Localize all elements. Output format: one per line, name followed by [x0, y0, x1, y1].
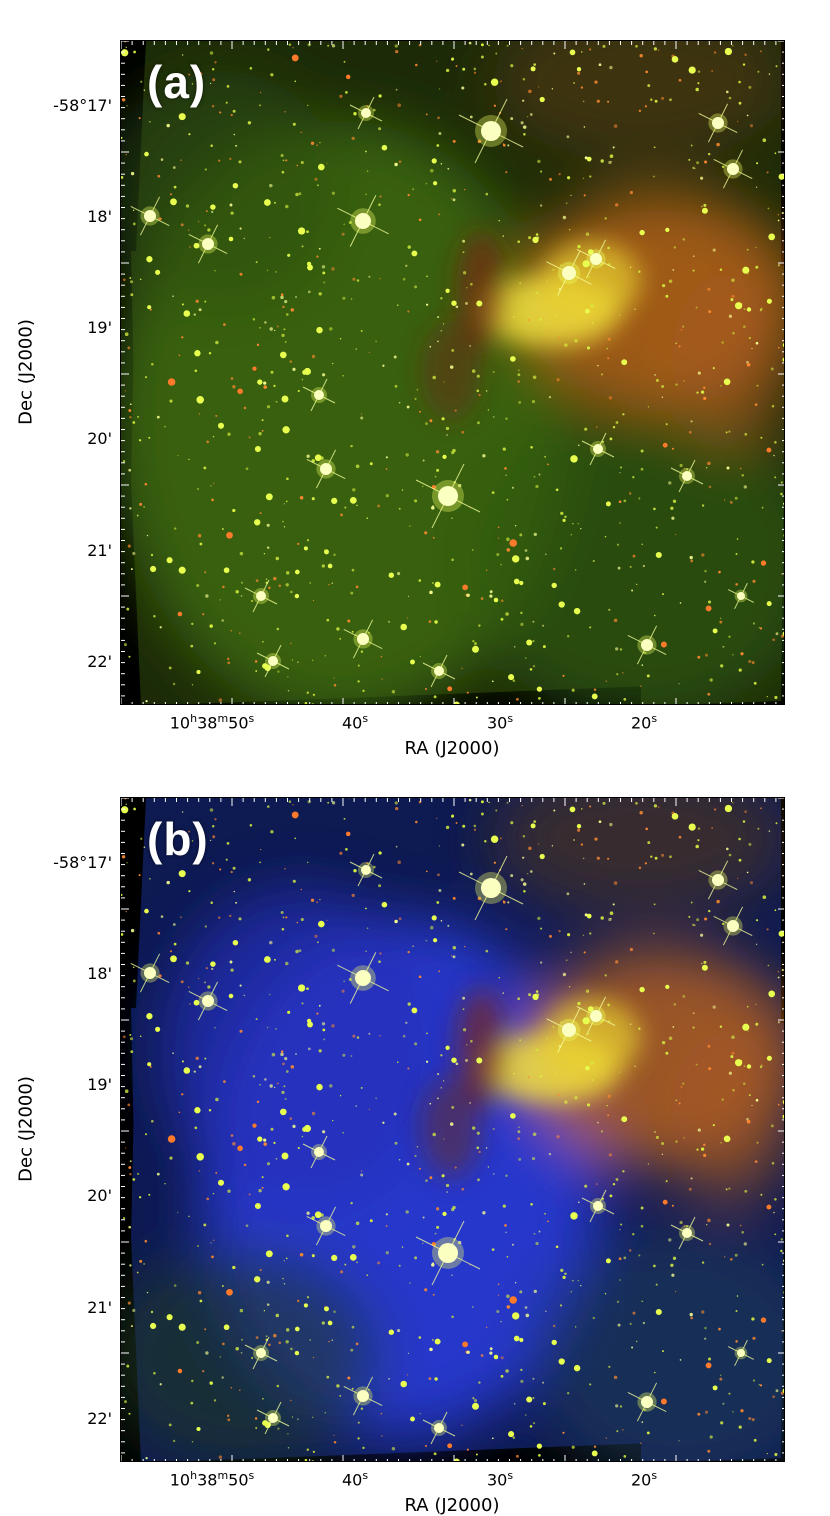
x-axis-label-b: RA (J2000) — [405, 1495, 500, 1516]
dec-tick-19: 19' — [87, 318, 112, 337]
dec-tick-21: 21' — [87, 541, 112, 560]
ra-tick-50: 10h38m50s — [170, 712, 255, 732]
dec-tick-22: 22' — [87, 1409, 112, 1428]
dec-tick-21: 21' — [87, 1298, 112, 1317]
ra-tick-30: 30s — [487, 1469, 513, 1489]
y-axis-label-b: Dec (J2000) — [16, 1076, 37, 1182]
dec-tick-17: -58°17' — [53, 853, 112, 872]
ra-tick-20: 20s — [631, 1469, 657, 1489]
astronomical-image-b — [121, 798, 785, 1462]
astronomical-image-a — [121, 41, 785, 705]
dec-tick-19: 19' — [87, 1075, 112, 1094]
figure-panel-a: (a) -58°17' 18' 19' 20' 21' 22' 10h38m50… — [0, 0, 830, 757]
ra-tick-40: 40s — [342, 712, 368, 732]
dec-tick-17: -58°17' — [53, 96, 112, 115]
dec-tick-20: 20' — [87, 1186, 112, 1205]
dec-tick-20: 20' — [87, 429, 112, 448]
dec-tick-18: 18' — [87, 964, 112, 983]
ra-tick-40: 40s — [342, 1469, 368, 1489]
ra-tick-20: 20s — [631, 712, 657, 732]
ra-tick-30: 30s — [487, 712, 513, 732]
x-axis-label-a: RA (J2000) — [405, 738, 500, 759]
figure-panel-b: (b) -58°17' 18' 19' 20' 21' 22' 10h38m50… — [0, 757, 830, 1514]
panel-label-a: (a) — [147, 55, 206, 109]
dec-tick-22: 22' — [87, 652, 112, 671]
image-frame-b: (b) — [120, 797, 785, 1462]
dec-tick-18: 18' — [87, 207, 112, 226]
image-frame-a: (a) — [120, 40, 785, 705]
y-axis-label-a: Dec (J2000) — [16, 319, 37, 425]
ra-tick-50: 10h38m50s — [170, 1469, 255, 1489]
panel-label-b: (b) — [147, 812, 209, 866]
